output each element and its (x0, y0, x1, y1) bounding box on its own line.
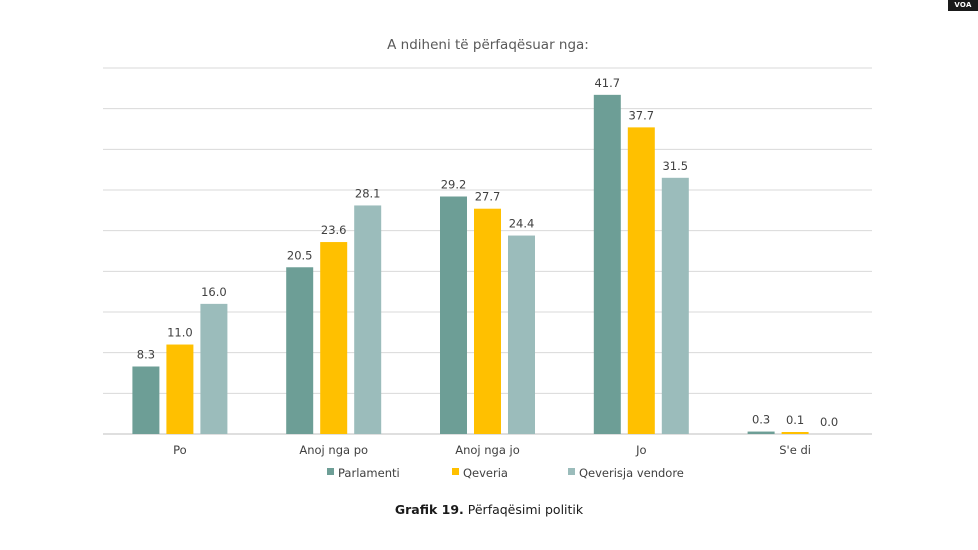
legend-swatch (327, 468, 334, 475)
category-label: Po (173, 443, 187, 457)
caption-number: Grafik 19. (394, 502, 464, 517)
category-label: S'e di (779, 443, 811, 457)
data-label: 31.5 (662, 159, 688, 173)
bar (508, 235, 535, 434)
bar (474, 208, 501, 434)
data-label: 29.2 (441, 178, 467, 192)
bar (286, 267, 314, 434)
bar (781, 432, 809, 434)
data-label: 0.0 (820, 415, 838, 429)
data-label: 41.7 (594, 76, 620, 90)
bar-chart: A ndiheni të përfaqësuar nga: 8.3 11.0 16.… (103, 37, 872, 480)
legend: Parlamenti Qeveria Qeverisja vendore (327, 466, 684, 480)
bar (320, 242, 348, 434)
chart-title: A ndiheni të përfaqësuar nga: (387, 37, 589, 53)
legend-swatch (452, 468, 459, 475)
data-label: 0.1 (786, 413, 804, 427)
data-label: 0.3 (752, 413, 770, 427)
bar (661, 177, 689, 435)
legend-label: Qeverisja vendore (579, 466, 684, 480)
category-label: Anoj nga po (299, 443, 368, 457)
bars (132, 94, 809, 435)
bar (166, 344, 194, 434)
data-label: 23.6 (321, 223, 347, 237)
data-label: 8.3 (137, 347, 155, 361)
category-label: Anoj nga jo (455, 443, 520, 457)
bar (354, 205, 382, 434)
bar (132, 366, 160, 434)
legend-swatch (568, 468, 575, 475)
data-label: 27.7 (475, 190, 501, 204)
bar (440, 196, 467, 434)
bar (593, 94, 621, 434)
data-label: 16.0 (201, 285, 227, 299)
category-label: Jo (635, 443, 646, 457)
legend-label: Qeveria (463, 466, 508, 480)
data-label: 37.7 (628, 108, 654, 122)
voa-badge: VOA (948, 0, 978, 11)
category-labels: Po Anoj nga po Anoj nga jo Jo S'e di (173, 443, 811, 457)
data-label: 28.1 (355, 186, 381, 200)
bar (627, 127, 655, 434)
data-label: 24.4 (509, 217, 535, 231)
data-label: 20.5 (287, 248, 313, 262)
data-labels: 8.3 11.0 16.0 20.5 23.6 28.1 29.2 27.7 24.4 41.7 3… (137, 76, 838, 429)
legend-label: Parlamenti (338, 466, 400, 480)
bar (200, 303, 228, 434)
caption-text: Përfaqësimi politik (463, 502, 584, 517)
data-label: 11.0 (167, 326, 193, 340)
figure-caption: Grafik 19. Përfaqësimi politik (0, 502, 978, 517)
bar (747, 431, 775, 434)
